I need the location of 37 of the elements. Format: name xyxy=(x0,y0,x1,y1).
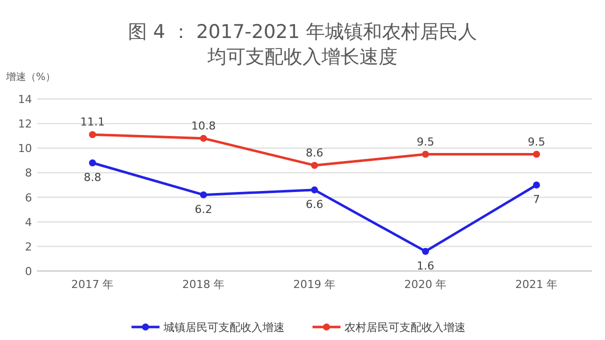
data-label: 8.6 xyxy=(306,146,324,160)
point xyxy=(311,162,318,169)
data-label: 7 xyxy=(533,193,540,206)
point xyxy=(200,134,207,142)
data-label: 6.2 xyxy=(194,202,212,216)
y-axis-title: 增速（%） xyxy=(5,71,56,83)
y-tick-label: 4 xyxy=(25,216,32,229)
point xyxy=(89,131,96,138)
data-label: 9.5 xyxy=(416,135,434,148)
y-tick-label: 12 xyxy=(18,118,32,131)
title: 图 4 ： 2017-2021 年城镇和农村居民人均可支配收入增长速度 xyxy=(128,21,477,68)
x-tick-label: 2020 年 xyxy=(404,278,447,291)
legend-label: 农村居民可支配收入增速 xyxy=(344,321,466,334)
point xyxy=(422,150,429,158)
point xyxy=(89,159,96,166)
x-tick-label: 2019 年 xyxy=(293,278,336,291)
y-tick-label: 2 xyxy=(25,240,32,254)
data-label: 10.8 xyxy=(191,119,216,132)
y-tick-label: 14 xyxy=(18,93,32,106)
data-label: 9.5 xyxy=(528,135,546,148)
legend-label: 城镇居民可支配收入增速 xyxy=(162,321,284,334)
x-tick-label: 2017 年 xyxy=(71,278,114,291)
y-tick-label: 10 xyxy=(18,142,32,156)
point xyxy=(200,191,207,198)
data-label: 8.8 xyxy=(84,170,102,184)
x-tick-label: 2021 年 xyxy=(515,278,558,291)
x-tick-label: 2018 年 xyxy=(182,278,225,291)
data-label: 11.1 xyxy=(80,116,105,129)
y-tick-label: 6 xyxy=(25,191,32,204)
point xyxy=(311,186,318,194)
point xyxy=(533,150,540,158)
point xyxy=(533,182,540,188)
y-tick-label: 8 xyxy=(25,166,32,180)
point xyxy=(422,248,429,255)
y-tick-label: 0 xyxy=(25,265,32,278)
data-label: 6.6 xyxy=(306,198,324,211)
data-label: 1.6 xyxy=(416,259,434,272)
